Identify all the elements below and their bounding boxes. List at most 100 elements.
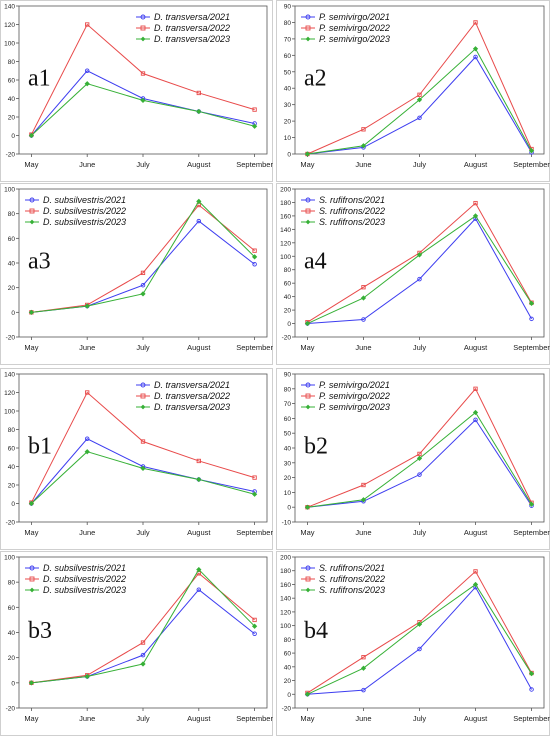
data-point (417, 646, 422, 652)
series-line (31, 220, 255, 313)
data-point (304, 504, 311, 510)
data-point (140, 71, 146, 76)
y-tick-label: 10 (284, 135, 292, 142)
data-point (28, 309, 35, 315)
y-tick-label: 120 (4, 390, 15, 397)
y-tick-label: 60 (284, 53, 292, 60)
data-point (140, 270, 146, 276)
x-tick-label: August (187, 160, 211, 169)
legend-label: S. rufifrons/2023 (319, 585, 385, 595)
data-point (84, 436, 90, 442)
legend-label: D. subsilvestris/2021 (43, 563, 126, 573)
data-point (529, 316, 534, 322)
x-tick-label: May (300, 528, 314, 537)
x-tick-label: August (187, 528, 211, 537)
panel-a2: 0 10 20 30 40 50 60 70 80 90 May June July August Sept… (276, 0, 550, 182)
x-tick-label: June (355, 528, 371, 537)
data-point (416, 455, 423, 461)
data-point (140, 282, 146, 288)
x-tick-label: September (513, 343, 550, 352)
y-tick-label: -20 (282, 706, 292, 713)
y-tick-label: 0 (11, 133, 15, 140)
y-tick-label: 0 (11, 310, 15, 317)
legend-marker (140, 25, 146, 31)
data-point (140, 652, 146, 658)
y-tick-label: 90 (284, 4, 292, 11)
y-tick-label: 60 (8, 78, 16, 85)
y-tick-label: 0 (11, 501, 15, 508)
panel-label: b2 (304, 434, 328, 460)
legend-marker (140, 404, 146, 410)
y-tick-label: 120 (4, 22, 15, 29)
data-point (252, 475, 257, 480)
y-tick-label: -20 (6, 520, 16, 527)
data-point (196, 198, 202, 204)
panel-label: a1 (28, 66, 51, 92)
x-tick-label: September (513, 160, 550, 169)
x-tick-label: June (79, 714, 95, 723)
y-tick-label: 0 (287, 505, 291, 512)
panel-label: b3 (28, 618, 52, 644)
data-point (304, 691, 311, 697)
series-line (31, 83, 255, 136)
y-tick-label: 20 (284, 475, 292, 482)
x-tick-label: August (464, 343, 488, 352)
x-tick-label: June (79, 528, 95, 537)
data-point (473, 386, 478, 391)
x-tick-label: June (355, 714, 371, 723)
legend-label: S. rufifrons/2021 (319, 563, 385, 573)
data-point (28, 680, 35, 686)
legend-label: S. rufifrons/2022 (319, 574, 385, 584)
data-point (196, 90, 201, 96)
y-tick-label: 100 (280, 623, 291, 630)
y-tick-label: 10 (284, 490, 292, 497)
y-tick-label: 100 (4, 409, 15, 416)
legend-marker (29, 565, 35, 571)
y-tick-label: 60 (284, 416, 292, 423)
data-point (416, 97, 423, 103)
y-tick-label: 140 (280, 596, 291, 603)
legend-label: D. subsilvestris/2021 (43, 195, 126, 205)
data-point (84, 449, 90, 455)
legend-label: D. transversa/2023 (154, 34, 230, 44)
y-tick-label: 0 (287, 321, 291, 328)
panel-a1: -20 0 20 40 60 80 100 120 140 May June July August Se… (0, 0, 273, 182)
legend-label: D. subsilvestris/2023 (43, 585, 126, 595)
x-tick-label: July (136, 343, 150, 352)
data-point (472, 213, 479, 219)
y-tick-label: 140 (4, 372, 15, 379)
x-tick-label: May (300, 343, 314, 352)
y-tick-label: 80 (284, 386, 292, 393)
x-tick-label: July (413, 160, 427, 169)
panel-label: a4 (304, 249, 327, 275)
y-tick-label: 50 (284, 69, 292, 76)
data-point (304, 320, 311, 327)
data-point (251, 623, 258, 629)
legend-marker (29, 587, 35, 593)
legend-label: D. subsilvestris/2022 (43, 574, 126, 584)
data-point (140, 291, 146, 297)
y-tick-label: 160 (280, 582, 291, 589)
legend-label: D. transversa/2021 (154, 12, 230, 22)
y-tick-label: 20 (8, 655, 16, 662)
x-tick-label: July (136, 714, 150, 723)
data-point (84, 68, 90, 73)
y-tick-label: 50 (284, 431, 292, 438)
y-tick-label: 60 (8, 236, 16, 243)
series-line (31, 438, 255, 504)
data-point (251, 254, 258, 260)
x-tick-label: August (187, 343, 211, 352)
data-point (528, 501, 535, 507)
data-point (140, 661, 146, 667)
legend: D. subsilvestris/2021 D. subsilvestris/20… (25, 195, 126, 227)
legend-label: D. subsilvestris/2023 (43, 217, 126, 227)
y-tick-label: 100 (280, 254, 291, 261)
data-point (472, 581, 479, 588)
data-point (472, 409, 479, 416)
y-tick-label: 20 (8, 115, 16, 122)
y-tick-label: 180 (280, 200, 291, 207)
y-tick-label: 40 (8, 96, 16, 103)
y-tick-label: -20 (6, 706, 16, 713)
